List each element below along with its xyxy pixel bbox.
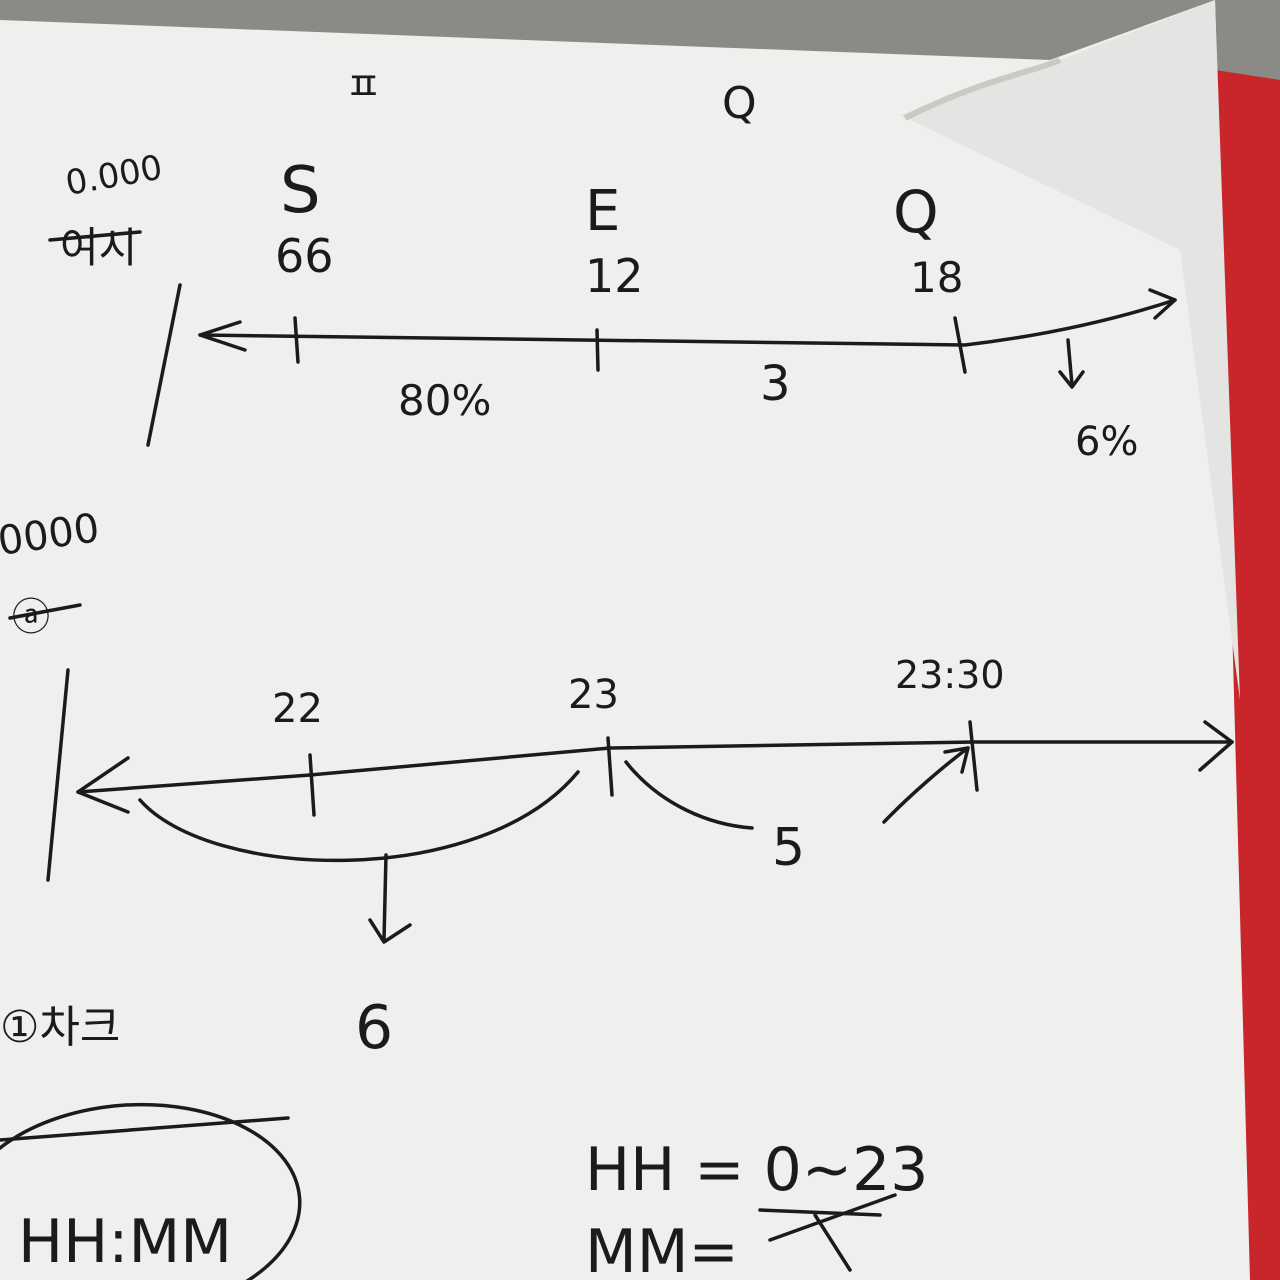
- span-arc-right-b: [882, 746, 970, 824]
- bottom-tick-2330: [968, 720, 979, 792]
- bottom-right-arrowhead: [1198, 720, 1234, 772]
- bottom-tick-22: [308, 753, 316, 817]
- bottom-left-arrowhead: [76, 756, 130, 814]
- span-result-right: 5: [772, 818, 805, 878]
- format-text: HH:MM: [18, 1207, 232, 1277]
- top-tick-s: [293, 316, 300, 364]
- paper-sheet: [0, 0, 1250, 1280]
- gap-label-se: 80%: [398, 376, 491, 425]
- header-mark-left: ㅍ: [345, 64, 382, 110]
- point-value-q: 18: [910, 253, 963, 302]
- header-mark-right: Q: [722, 78, 757, 129]
- span-result-left: 6: [355, 993, 393, 1063]
- point-letter-s: S: [280, 154, 321, 228]
- span-arc-right-a: [624, 760, 754, 830]
- top-left-arrowhead: [198, 320, 247, 352]
- tick-label-22: 22: [272, 686, 323, 732]
- top-corner-word: 여시: [60, 223, 137, 272]
- mm-scratch: [758, 1193, 897, 1272]
- format-circle-strike: [0, 1116, 290, 1142]
- gap-label-eq: 3: [760, 356, 791, 412]
- point-value-e: 12: [585, 249, 644, 303]
- top-down-arrow: [1058, 338, 1085, 389]
- fold-shadow: [903, 57, 1062, 121]
- span-arc-left: [138, 770, 580, 863]
- corner-strike-top: [48, 230, 142, 242]
- hh-range: HH = 0~23: [585, 1135, 928, 1205]
- left-note-word: ①차크: [0, 1002, 120, 1053]
- bottom-down-arrow: [368, 853, 412, 944]
- bottom-tick-23: [606, 736, 614, 797]
- point-value-s: 66: [275, 229, 334, 283]
- top-tick-q: [953, 316, 967, 374]
- top-tick-e: [595, 328, 600, 372]
- corner-strike-bottom: [8, 603, 82, 620]
- top-right-arrowhead: [1148, 288, 1177, 320]
- tick-label-23: 23: [568, 672, 619, 718]
- format-circle: [0, 1102, 302, 1280]
- arrow-result-top: 6%: [1075, 419, 1138, 465]
- red-notebook-cover: [1215, 70, 1280, 1280]
- top-timeline-line: [198, 298, 1177, 347]
- folded-corner: [900, 0, 1240, 700]
- tick-label-2330: 23:30: [895, 653, 1005, 697]
- bottom-corner-word: ⓐ: [12, 595, 50, 639]
- bottom-left-divider: [46, 668, 70, 882]
- top-left-divider: [146, 283, 182, 447]
- point-letter-q: Q: [893, 178, 939, 246]
- span-arc-right-arrowhead: [943, 746, 970, 774]
- mm-label: MM=: [585, 1217, 739, 1280]
- point-letter-e: E: [585, 179, 620, 244]
